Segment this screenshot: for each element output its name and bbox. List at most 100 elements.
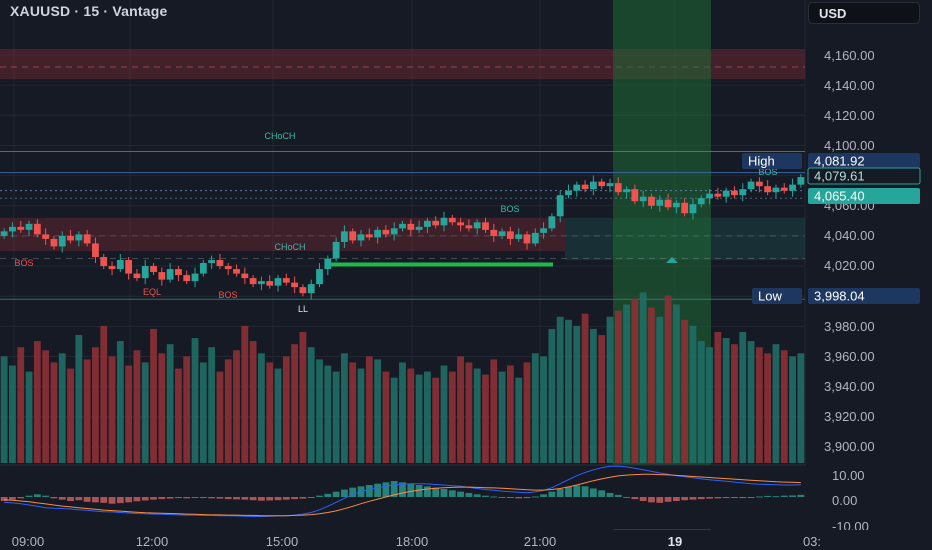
annotation-label: BOS	[14, 258, 33, 268]
candle	[598, 181, 606, 187]
macd-bar	[780, 495, 788, 497]
candle	[440, 217, 448, 226]
y-tick-label: 3,980.00	[824, 319, 875, 334]
candle	[656, 199, 664, 206]
candle	[374, 229, 382, 238]
macd-bar	[349, 487, 357, 497]
macd-bar	[216, 497, 224, 499]
y-tick-label: 4,120.00	[824, 108, 875, 123]
macd-bar	[689, 497, 697, 500]
macd-bar	[374, 483, 382, 497]
volume-bar	[341, 353, 348, 463]
volume-bar	[498, 371, 506, 463]
candle	[183, 275, 191, 282]
volume-bar	[565, 319, 572, 463]
volume-bar	[573, 325, 581, 463]
x-tick-label: 15:00	[266, 534, 299, 549]
volume-bar	[382, 371, 390, 463]
macd-bar	[199, 497, 207, 498]
y-tick-label: 4,020.00	[824, 258, 875, 273]
macd-bar	[25, 495, 33, 497]
candle	[307, 284, 315, 294]
macd-bar	[332, 491, 340, 497]
y-tick-label: 4,040.00	[824, 228, 875, 243]
candle	[448, 217, 456, 223]
x-tick-label: 18:00	[396, 534, 429, 549]
volume-bar	[316, 359, 323, 463]
macd-bar	[399, 482, 406, 497]
price-axis[interactable]	[806, 0, 932, 550]
macd-bar	[58, 497, 66, 500]
macd-bar	[515, 497, 523, 499]
macd-tick-label: 0.00	[832, 493, 857, 508]
macd-bar	[506, 497, 514, 498]
x-tick-label: 09:00	[12, 534, 45, 549]
volume-bar	[208, 347, 216, 463]
volume-bar	[33, 341, 41, 463]
candle	[365, 234, 373, 238]
x-tick-label: 12:00	[136, 534, 169, 549]
volume-bar	[249, 341, 257, 463]
candle	[739, 189, 747, 196]
macd-bar	[548, 491, 556, 497]
macd-bar	[150, 497, 157, 500]
macd-bar	[540, 494, 547, 497]
volume-bar	[556, 316, 564, 463]
volume-bar	[100, 325, 108, 463]
candle	[664, 199, 672, 208]
volume-bar	[457, 356, 464, 463]
macd-bar	[764, 495, 772, 497]
macd-bar	[631, 497, 639, 500]
candles	[0, 174, 805, 300]
candle	[158, 272, 166, 280]
macd-bar	[423, 486, 431, 497]
candle	[224, 266, 232, 270]
macd-bar	[797, 494, 805, 497]
volume-bar	[490, 359, 498, 463]
macd-bar	[299, 497, 307, 499]
macd-tick-label: 10.00	[832, 468, 865, 483]
candle	[125, 260, 133, 274]
macd-bar	[158, 497, 166, 500]
volume-bar	[664, 295, 672, 463]
volume-bar	[183, 356, 191, 463]
macd-bar	[648, 497, 655, 503]
volume-bar	[150, 328, 157, 463]
candle	[614, 183, 622, 193]
annotation-label: BOS	[218, 290, 237, 300]
macd-bar	[706, 497, 713, 499]
high-tag-name: High	[748, 154, 775, 169]
currency-selector[interactable]: USD	[808, 2, 920, 24]
macd-bar	[183, 497, 191, 499]
volume-bar	[780, 350, 788, 463]
volume-bar	[415, 374, 423, 463]
volume-bar	[465, 362, 473, 463]
volume-bar	[722, 338, 730, 463]
macd-bar	[233, 497, 240, 500]
macd-bar	[33, 494, 41, 497]
candle	[432, 220, 440, 226]
time-axis[interactable]	[0, 530, 932, 550]
low-tag-name-box	[752, 288, 802, 304]
macd-bar	[415, 485, 423, 497]
volume-bar	[739, 331, 747, 463]
macd-bar	[116, 497, 124, 504]
macd-bar	[390, 481, 398, 497]
candle	[631, 189, 639, 202]
candle	[490, 229, 498, 236]
candle	[540, 228, 547, 233]
macd-bar	[17, 497, 25, 499]
high-price-tag-box	[808, 153, 920, 169]
volume-bar	[83, 359, 91, 463]
volume-bar	[689, 325, 697, 463]
annotation-label: LL	[298, 304, 308, 314]
current-price-tag: 4,079.61	[814, 169, 865, 184]
macd-bar	[623, 497, 630, 498]
macd-bar	[258, 497, 265, 501]
volume-bar	[349, 362, 357, 463]
high-tag-name-box	[742, 153, 802, 169]
candle	[382, 229, 390, 235]
annotation-label: CHoCH	[264, 131, 295, 141]
